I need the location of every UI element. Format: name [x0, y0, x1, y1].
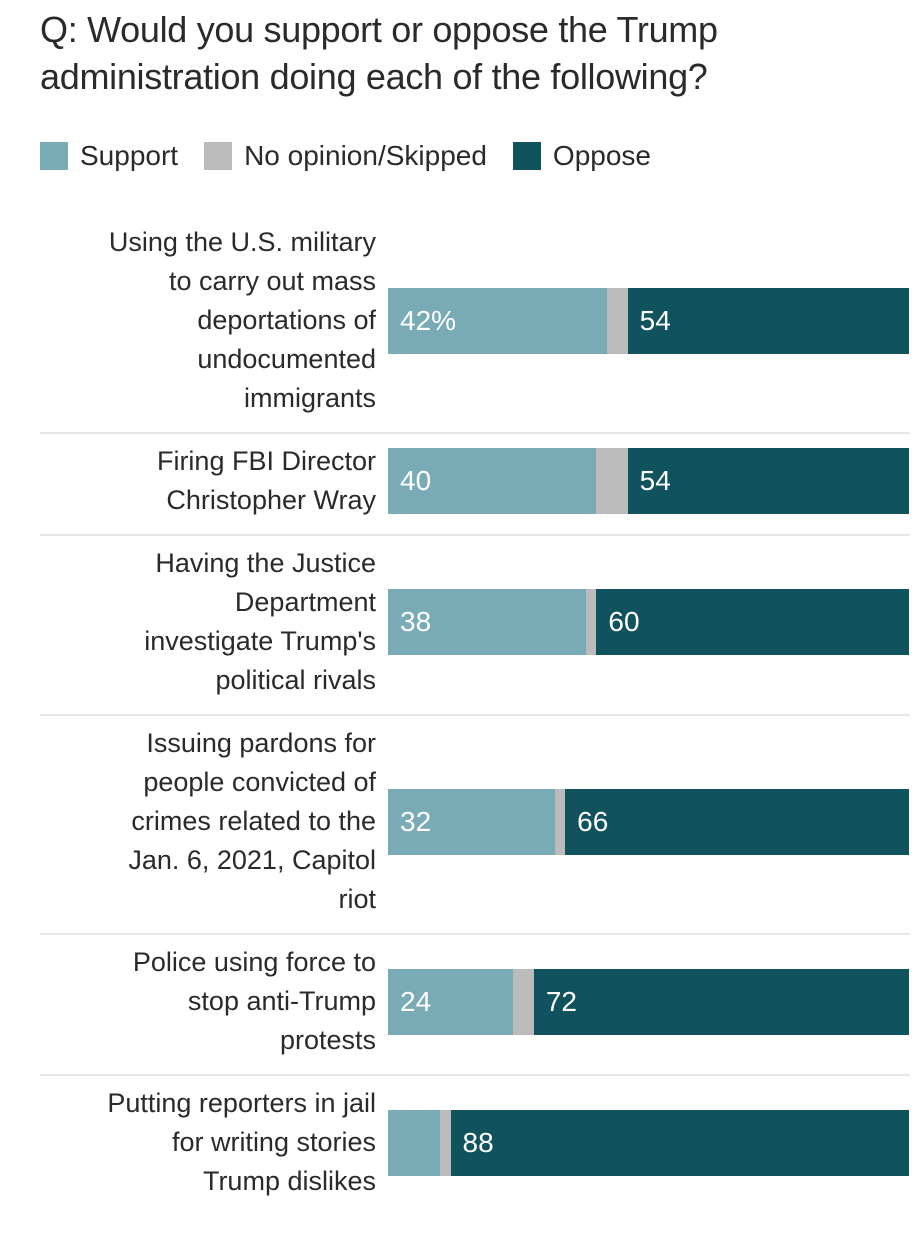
data-label: 54	[639, 304, 671, 336]
category-label-line: stop anti-Trump	[187, 986, 376, 1016]
bar-segment-no-opinion	[554, 788, 566, 855]
bar-segment-oppose: 54	[627, 448, 909, 514]
legend: Support No opinion/Skipped Oppose	[40, 140, 677, 172]
legend-item-oppose: Oppose	[512, 140, 651, 172]
bar-segment-support: 24	[388, 968, 514, 1035]
chart-title: Q: Would you support or oppose the Trump…	[40, 9, 718, 97]
chart-row: Issuing pardons for people convicted of cr…	[0, 716, 924, 933]
bar-segment-support: 32	[388, 788, 555, 855]
category-label: Putting reporters in jail for writing sto…	[40, 1084, 376, 1201]
data-label: 32	[400, 805, 432, 837]
category-label-line: riot	[338, 884, 376, 914]
legend-label-oppose: Oppose	[552, 140, 651, 171]
bar-segment-support: 38	[388, 589, 586, 655]
category-label-line: Having the Justice	[155, 548, 376, 578]
category-label-line: Firing FBI Director	[156, 446, 376, 476]
chart-row: Using the U.S. military to carry out mass…	[0, 215, 924, 432]
category-label-line: Department	[234, 587, 376, 617]
category-label-line: political rivals	[215, 665, 376, 695]
category-label-line: deportations of	[197, 305, 376, 335]
legend-label-no-opinion: No opinion/Skipped	[244, 140, 487, 171]
stacked-bar: 38 60	[388, 589, 909, 655]
category-label-line: investigate Trump's	[144, 626, 376, 656]
category-label-line: Christopher Wray	[166, 485, 376, 515]
row-divider	[40, 1074, 910, 1076]
bar-segment-support: 42%	[388, 287, 607, 354]
bar-segment-no-opinion	[596, 448, 628, 514]
legend-item-support: Support	[40, 140, 178, 172]
row-divider	[40, 432, 910, 434]
category-label: Police using force to stop anti-Trump prot…	[40, 943, 376, 1060]
category-label-line: undocumented	[197, 344, 376, 374]
row-divider	[40, 933, 910, 935]
data-label: 40	[400, 465, 432, 496]
chart-row: Having the Justice Department investigate …	[0, 536, 924, 714]
stacked-bar: 32 66	[388, 788, 909, 855]
stacked-bar: 40 54	[388, 448, 909, 514]
bar-segment-oppose: 54	[627, 287, 909, 354]
data-label: 54	[639, 465, 671, 496]
bar-segment-no-opinion	[606, 287, 628, 354]
bar-segment-no-opinion	[440, 1109, 451, 1176]
data-label: 66	[577, 805, 609, 837]
chart-row: Firing FBI Director Christopher Wray 40 54	[0, 434, 924, 534]
legend-swatch-support	[40, 142, 68, 170]
category-label: Firing FBI Director Christopher Wray	[40, 442, 376, 520]
data-label: 60	[608, 606, 640, 637]
legend-swatch-no-opinion	[204, 142, 233, 170]
category-label-line: for writing stories	[171, 1127, 376, 1157]
bar-segment-support	[388, 1109, 441, 1176]
category-label-line: people convicted of	[143, 767, 376, 797]
category-label-line: immigrants	[243, 383, 376, 413]
category-label: Having the Justice Department investigate …	[40, 544, 376, 700]
bar-segment-oppose: 88	[450, 1109, 909, 1176]
data-label: 24	[400, 985, 432, 1017]
category-label-line: Issuing pardons for	[146, 728, 376, 758]
row-divider	[40, 534, 910, 536]
legend-swatch-oppose	[512, 142, 541, 170]
category-label-line: Using the U.S. military	[108, 227, 376, 257]
category-label-line: protests	[279, 1025, 376, 1055]
category-label: Using the U.S. military to carry out mass…	[40, 223, 376, 418]
data-label: 42%	[400, 304, 457, 336]
stacked-bar: 42% 54	[388, 287, 909, 354]
category-label-line: Police using force to	[132, 947, 376, 977]
legend-item-no-opinion: No opinion/Skipped	[204, 140, 487, 172]
category-label-line: crimes related to the	[131, 806, 376, 836]
data-label: 88	[462, 1126, 494, 1158]
stacked-bar: 88	[388, 1109, 909, 1176]
category-label-line: Trump dislikes	[202, 1166, 376, 1196]
category-label-line: Putting reporters in jail	[107, 1088, 376, 1118]
category-label-line: to carry out mass	[168, 266, 376, 296]
stacked-bar: 24 72	[388, 968, 909, 1035]
legend-label-support: Support	[80, 140, 179, 171]
data-label: 38	[400, 606, 432, 637]
chart-row: Police using force to stop anti-Trump prot…	[0, 935, 924, 1074]
bar-segment-no-opinion	[585, 589, 597, 655]
bar-segment-no-opinion	[513, 968, 534, 1035]
bar-segment-oppose: 72	[533, 968, 909, 1035]
data-label: 72	[545, 985, 578, 1017]
category-label: Issuing pardons for people convicted of cr…	[40, 724, 376, 919]
bar-segment-support: 40	[388, 448, 597, 514]
row-divider	[40, 714, 910, 716]
bar-segment-oppose: 66	[565, 788, 909, 855]
chart-row: Putting reporters in jail for writing sto…	[0, 1076, 924, 1215]
category-label-line: Jan. 6, 2021, Capitol	[128, 845, 376, 875]
bar-segment-oppose: 60	[596, 589, 909, 655]
